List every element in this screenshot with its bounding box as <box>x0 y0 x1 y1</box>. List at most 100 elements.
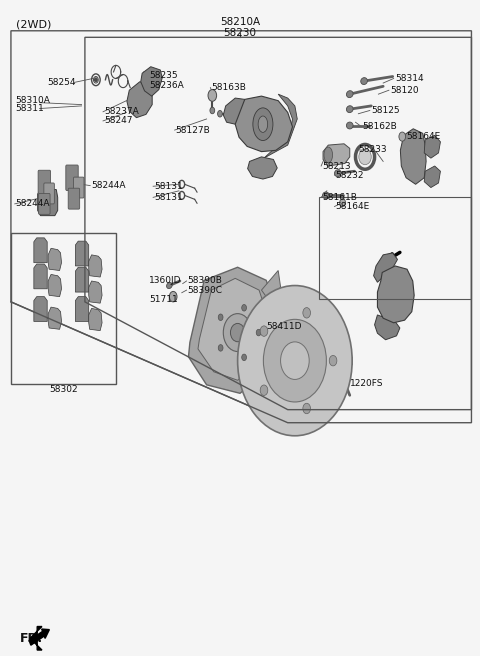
Text: 58235: 58235 <box>149 72 178 80</box>
Circle shape <box>242 304 247 311</box>
Text: 58164E: 58164E <box>406 132 440 141</box>
Polygon shape <box>34 238 47 262</box>
Text: 58236A: 58236A <box>149 81 184 89</box>
Text: 58131: 58131 <box>154 182 183 191</box>
Circle shape <box>340 199 346 207</box>
Polygon shape <box>248 157 277 179</box>
Text: 58230: 58230 <box>224 28 256 37</box>
Text: 58163B: 58163B <box>211 83 246 92</box>
Bar <box>11 234 116 384</box>
Text: 58311: 58311 <box>16 104 45 113</box>
Ellipse shape <box>335 170 341 176</box>
Text: 58120: 58120 <box>390 86 419 94</box>
Polygon shape <box>189 267 278 394</box>
Text: 58210A: 58210A <box>220 17 260 27</box>
FancyArrow shape <box>29 629 49 646</box>
Polygon shape <box>89 308 102 331</box>
Circle shape <box>329 356 337 366</box>
Polygon shape <box>424 166 441 188</box>
Ellipse shape <box>324 147 333 163</box>
Ellipse shape <box>238 285 352 436</box>
Text: 58237A: 58237A <box>104 108 139 116</box>
Circle shape <box>260 385 268 396</box>
Polygon shape <box>75 297 89 321</box>
Polygon shape <box>400 129 426 184</box>
FancyBboxPatch shape <box>73 177 84 198</box>
Text: FR.: FR. <box>20 632 43 645</box>
Text: 58310A: 58310A <box>16 96 50 104</box>
Circle shape <box>208 90 216 101</box>
Ellipse shape <box>361 77 367 85</box>
Text: 58233: 58233 <box>359 145 387 154</box>
Ellipse shape <box>230 323 245 342</box>
Ellipse shape <box>281 342 309 379</box>
Polygon shape <box>37 190 58 216</box>
Ellipse shape <box>347 106 353 113</box>
Polygon shape <box>75 267 89 292</box>
Polygon shape <box>48 274 61 297</box>
Ellipse shape <box>343 380 348 387</box>
Text: 58390C: 58390C <box>188 285 223 295</box>
Polygon shape <box>238 358 352 364</box>
Polygon shape <box>89 281 102 303</box>
Text: 58302: 58302 <box>49 385 78 394</box>
Ellipse shape <box>359 149 371 165</box>
Text: 58244A: 58244A <box>91 181 126 190</box>
Ellipse shape <box>347 91 353 98</box>
Circle shape <box>218 314 223 321</box>
Polygon shape <box>75 241 89 266</box>
Polygon shape <box>374 315 400 340</box>
Polygon shape <box>34 297 47 321</box>
Ellipse shape <box>217 110 222 117</box>
Polygon shape <box>373 253 397 282</box>
Text: 58244A: 58244A <box>16 199 50 209</box>
Polygon shape <box>48 249 61 270</box>
Polygon shape <box>34 264 47 289</box>
Ellipse shape <box>253 108 273 140</box>
Text: 58162B: 58162B <box>363 122 397 131</box>
Text: 58247: 58247 <box>104 116 132 125</box>
Circle shape <box>95 78 97 82</box>
Text: 51711: 51711 <box>149 295 178 304</box>
Polygon shape <box>323 144 350 166</box>
Text: 58213: 58213 <box>322 161 351 171</box>
Circle shape <box>303 403 311 414</box>
Text: 58232: 58232 <box>336 171 364 180</box>
Polygon shape <box>48 307 61 329</box>
Polygon shape <box>198 278 269 380</box>
Text: 58161B: 58161B <box>322 193 357 202</box>
Ellipse shape <box>323 192 329 199</box>
FancyBboxPatch shape <box>66 165 78 190</box>
Ellipse shape <box>136 91 145 105</box>
Text: 1360JD: 1360JD <box>149 276 182 285</box>
Ellipse shape <box>258 116 268 133</box>
Polygon shape <box>141 67 162 96</box>
Polygon shape <box>264 94 297 158</box>
FancyBboxPatch shape <box>38 171 50 195</box>
Circle shape <box>218 344 223 351</box>
Circle shape <box>169 291 177 302</box>
FancyBboxPatch shape <box>68 188 80 209</box>
Circle shape <box>210 107 215 113</box>
FancyBboxPatch shape <box>44 183 54 204</box>
Polygon shape <box>223 98 247 124</box>
Text: 58314: 58314 <box>395 74 424 83</box>
Ellipse shape <box>223 314 252 352</box>
Circle shape <box>260 326 268 337</box>
Ellipse shape <box>167 283 172 289</box>
Polygon shape <box>424 135 441 158</box>
Text: 58254: 58254 <box>47 78 75 87</box>
Ellipse shape <box>347 122 353 129</box>
Text: (2WD): (2WD) <box>16 20 51 30</box>
Circle shape <box>303 308 311 318</box>
Circle shape <box>399 132 406 141</box>
Bar <box>319 197 471 298</box>
Text: 1220FS: 1220FS <box>350 379 383 388</box>
Text: 58131: 58131 <box>154 193 183 202</box>
Circle shape <box>242 354 247 361</box>
Text: 58390B: 58390B <box>188 276 222 285</box>
Polygon shape <box>262 270 281 303</box>
Polygon shape <box>89 255 102 277</box>
Ellipse shape <box>264 319 326 402</box>
Text: 58164E: 58164E <box>336 202 370 211</box>
